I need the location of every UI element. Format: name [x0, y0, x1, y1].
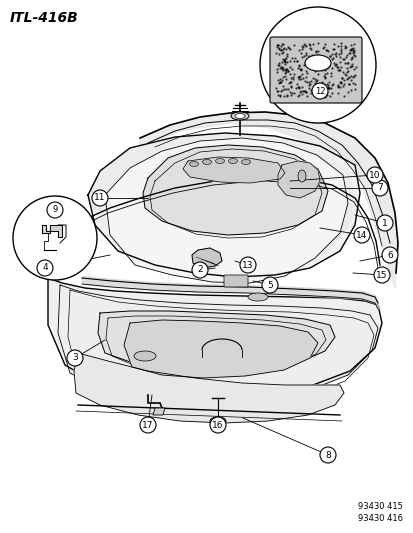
Text: 17: 17: [142, 421, 153, 430]
Text: 13: 13: [242, 261, 253, 270]
Text: 7: 7: [376, 183, 382, 192]
FancyBboxPatch shape: [269, 37, 361, 103]
Ellipse shape: [189, 161, 198, 166]
Text: 15: 15: [375, 271, 387, 279]
Circle shape: [371, 180, 387, 196]
Polygon shape: [42, 225, 62, 237]
Polygon shape: [192, 248, 221, 268]
Ellipse shape: [297, 170, 305, 182]
Polygon shape: [105, 138, 347, 283]
Ellipse shape: [241, 159, 250, 165]
Circle shape: [13, 196, 97, 280]
Circle shape: [192, 262, 207, 278]
Text: 9: 9: [52, 206, 57, 214]
Ellipse shape: [230, 112, 248, 120]
Text: 3: 3: [72, 353, 78, 362]
Circle shape: [37, 260, 53, 276]
Text: 14: 14: [356, 230, 367, 239]
Polygon shape: [277, 161, 319, 198]
Ellipse shape: [209, 417, 225, 425]
Text: 11: 11: [94, 193, 105, 203]
Polygon shape: [98, 311, 334, 373]
Circle shape: [311, 83, 327, 99]
Text: 5: 5: [266, 280, 272, 289]
Ellipse shape: [235, 114, 244, 118]
Circle shape: [373, 267, 389, 283]
Ellipse shape: [215, 158, 224, 164]
Polygon shape: [153, 408, 165, 415]
Text: 8: 8: [324, 450, 330, 459]
Polygon shape: [88, 133, 359, 277]
Circle shape: [240, 257, 255, 273]
Circle shape: [376, 215, 392, 231]
Text: 16: 16: [212, 421, 223, 430]
FancyBboxPatch shape: [223, 275, 247, 287]
Polygon shape: [140, 112, 397, 288]
Circle shape: [47, 202, 63, 218]
Polygon shape: [74, 353, 343, 423]
Ellipse shape: [202, 159, 211, 165]
Text: 93430 415: 93430 415: [357, 502, 402, 511]
Text: 1: 1: [381, 219, 387, 228]
Ellipse shape: [228, 158, 237, 164]
Ellipse shape: [134, 351, 156, 361]
Text: 2: 2: [197, 265, 202, 274]
Text: 4: 4: [42, 263, 47, 272]
Circle shape: [92, 190, 108, 206]
Text: 10: 10: [368, 171, 380, 180]
Circle shape: [261, 277, 277, 293]
Polygon shape: [142, 145, 327, 235]
Ellipse shape: [304, 55, 330, 71]
Polygon shape: [183, 157, 284, 183]
Polygon shape: [48, 278, 381, 398]
Circle shape: [259, 7, 375, 123]
Circle shape: [140, 417, 156, 433]
Circle shape: [366, 167, 382, 183]
Polygon shape: [124, 320, 317, 378]
Circle shape: [319, 447, 335, 463]
Ellipse shape: [247, 293, 267, 301]
Circle shape: [381, 247, 397, 263]
Polygon shape: [88, 134, 354, 278]
Text: ITL-416B: ITL-416B: [10, 11, 78, 25]
Circle shape: [209, 417, 225, 433]
Polygon shape: [58, 285, 377, 403]
Text: 12: 12: [314, 86, 325, 95]
Circle shape: [67, 350, 83, 366]
Text: 93430 416: 93430 416: [357, 514, 402, 523]
Text: 6: 6: [386, 251, 392, 260]
Circle shape: [353, 227, 369, 243]
